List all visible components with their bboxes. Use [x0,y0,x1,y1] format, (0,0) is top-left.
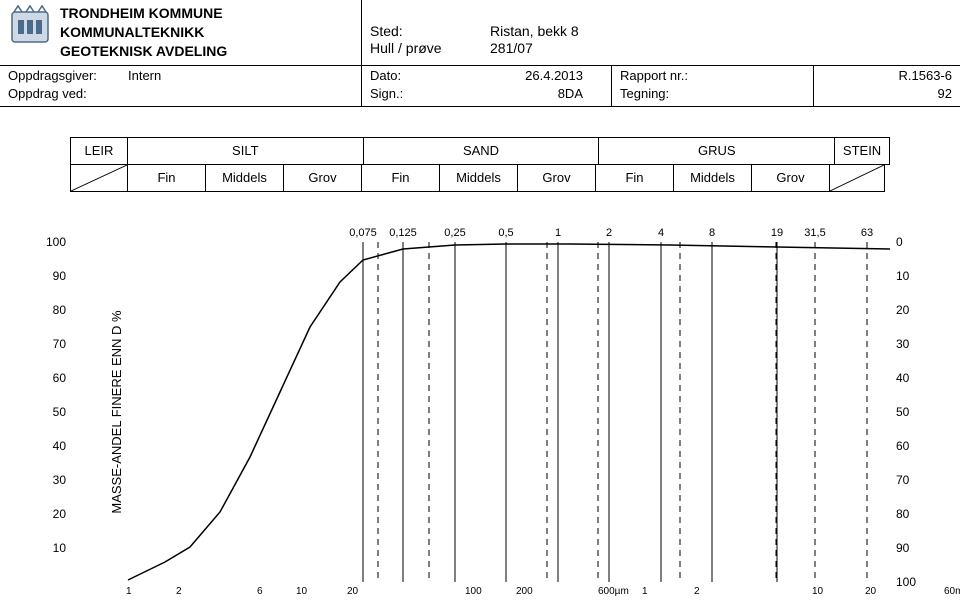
meta-box: Sted: Ristan, bekk 8 Hull / prøve 281/07 [362,0,960,65]
ytick-right-70: 70 [896,473,926,487]
class-sub-4: Middels [439,164,518,192]
svg-text:1: 1 [555,227,561,239]
class-sub-8: Grov [751,164,830,192]
org-line2: KOMMUNALTEKNIKK [60,23,227,42]
org-line3: GEOTEKNISK AVDELING [60,42,227,61]
sieve-chart: MASSE-ANDEL FINERE ENN D % 0,075 0,125 0,2… [70,222,920,602]
ytick-left-100: 100 [36,235,66,249]
ytick-left-30: 30 [36,473,66,487]
svg-text:4: 4 [658,227,664,239]
class-top-stein: STEIN [834,137,890,165]
ytick-right-80: 80 [896,507,926,521]
ytick-left-70: 70 [36,337,66,351]
oppdragved-label: Oppdrag ved: [8,86,128,104]
svg-text:63: 63 [861,227,873,239]
xtick-bottom: 1 [642,586,648,597]
svg-text:0,125: 0,125 [389,227,417,239]
ytick-right-20: 20 [896,303,926,317]
class-diag-left [70,164,128,192]
sign-label: Sign.: [370,86,490,104]
class-sub-0: Fin [127,164,206,192]
ytick-right-60: 60 [896,439,926,453]
class-top-silt: SILT [127,137,364,165]
params-block: Oppdragsgiver: Intern Oppdrag ved: Dato:… [0,66,960,107]
ytick-right-40: 40 [896,371,926,385]
ytick-left-50: 50 [36,405,66,419]
class-top-leir: LEIR [70,137,128,165]
tegning-label: Tegning: [620,86,805,104]
xtick-bottom: 20 [865,586,876,597]
ytick-right-90: 90 [896,541,926,555]
xtick-bottom: 1 [126,586,132,597]
ytick-left-80: 80 [36,303,66,317]
sign-value: 8DA [490,86,603,104]
hull-label: Hull / prøve [370,40,490,56]
xtick-bottom: 60mm [944,586,960,597]
org-text: TRONDHEIM KOMMUNE KOMMUNALTEKNIKK GEOTEK… [60,4,227,61]
xtick-bottom: 20 [347,586,358,597]
class-top-grus: GRUS [598,137,835,165]
org-logo [8,4,52,48]
xtick-bottom: 10 [812,586,823,597]
svg-text:0,075: 0,075 [349,227,377,239]
ytick-right-10: 10 [896,269,926,283]
svg-text:0,5: 0,5 [498,227,513,239]
classification-table: LEIRSILTSANDGRUSSTEIN FinMiddelsGrovFinM… [70,137,890,192]
svg-text:0,25: 0,25 [444,227,465,239]
class-sub-7: Middels [673,164,752,192]
class-diag-right [829,164,885,192]
xtick-bottom: 6 [257,586,263,597]
y-axis-label: MASSE-ANDEL FINERE ENN D % [109,310,124,513]
ytick-left-40: 40 [36,439,66,453]
org-box: TRONDHEIM KOMMUNE KOMMUNALTEKNIKK GEOTEK… [0,0,362,65]
svg-text:8: 8 [709,227,715,239]
dato-label: Dato: [370,68,490,86]
sted-label: Sted: [370,23,490,39]
dato-value: 26.4.2013 [490,68,603,86]
chart-svg: 0,075 0,125 0,25 0,5 1 2 4 8 19 31,5 63 [70,222,890,602]
svg-text:19: 19 [771,227,783,239]
ytick-right-50: 50 [896,405,926,419]
svg-text:2: 2 [606,227,612,239]
ytick-left-60: 60 [36,371,66,385]
svg-text:31,5: 31,5 [804,227,825,239]
rapport-label: Rapport nr.: [620,68,805,86]
class-sub-6: Fin [595,164,674,192]
class-sub-2: Grov [283,164,362,192]
class-sub-5: Grov [517,164,596,192]
org-line1: TRONDHEIM KOMMUNE [60,4,227,23]
xtick-bottom: 100 [465,586,482,597]
xtick-bottom: 2 [176,586,182,597]
class-top-sand: SAND [363,137,600,165]
class-sub-1: Middels [205,164,284,192]
rapport-value: R.1563-6 [822,68,952,86]
hull-value: 281/07 [490,40,533,56]
class-sub-3: Fin [361,164,440,192]
ytick-left-90: 90 [36,269,66,283]
header-block: TRONDHEIM KOMMUNE KOMMUNALTEKNIKK GEOTEK… [0,0,960,66]
xtick-bottom: 2 [694,586,700,597]
xtick-bottom: 200 [516,586,533,597]
ytick-left-20: 20 [36,507,66,521]
oppdragsgiver-label: Oppdragsgiver: [8,68,128,86]
oppdragsgiver-value: Intern [128,68,353,86]
xtick-bottom: 600µm [598,586,629,597]
sted-value: Ristan, bekk 8 [490,23,579,39]
ytick-right-100: 100 [896,575,926,589]
ytick-right-30: 30 [896,337,926,351]
tegning-value: 92 [822,86,952,104]
ytick-right-0: 0 [896,235,926,249]
municipality-crest-icon [8,4,52,48]
xtick-bottom: 10 [296,586,307,597]
ytick-left-10: 10 [36,541,66,555]
